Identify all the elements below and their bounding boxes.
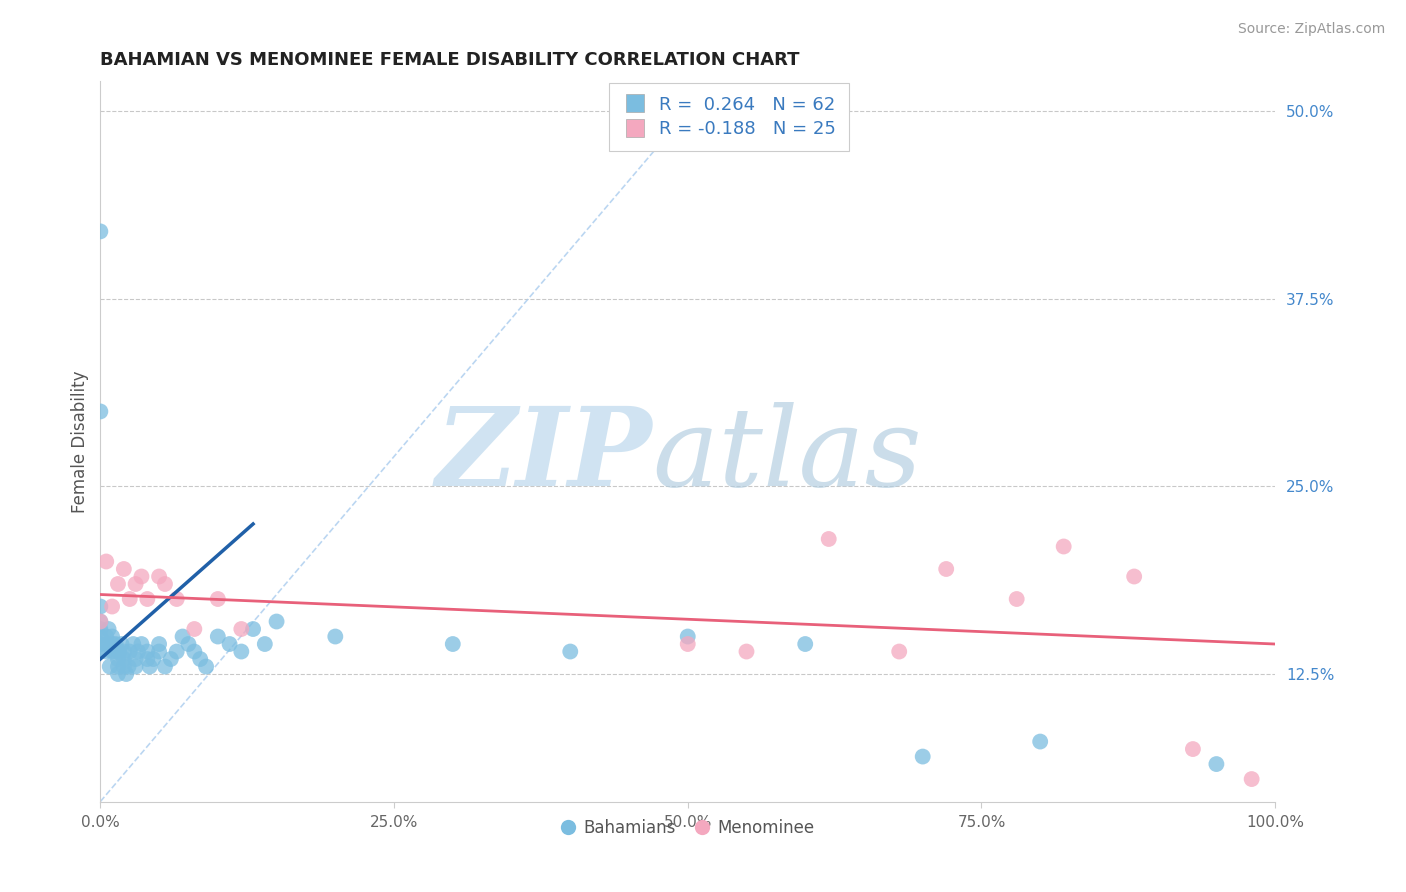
Point — [96, 637, 118, 651]
Point — [1181, 742, 1204, 756]
Point — [253, 637, 276, 651]
Point — [107, 659, 129, 673]
Point — [118, 644, 141, 658]
Point — [188, 652, 211, 666]
Point — [177, 637, 200, 651]
Y-axis label: Female Disability: Female Disability — [72, 370, 89, 513]
Point — [117, 659, 139, 673]
Point — [136, 652, 159, 666]
Point — [131, 569, 153, 583]
Point — [138, 659, 160, 673]
Point — [96, 644, 118, 658]
Point — [101, 644, 124, 658]
Point — [112, 644, 135, 658]
Point — [98, 659, 121, 673]
Point — [153, 659, 176, 673]
Point — [122, 637, 145, 651]
Point — [89, 622, 111, 636]
Point — [153, 577, 176, 591]
Point — [89, 630, 111, 644]
Point — [889, 644, 911, 658]
Point — [1123, 569, 1146, 583]
Point — [1005, 592, 1028, 607]
Point — [1205, 757, 1227, 772]
Point — [166, 592, 188, 607]
Point — [207, 630, 229, 644]
Point — [266, 615, 288, 629]
Point — [96, 554, 118, 568]
Point — [127, 644, 149, 658]
Point — [207, 592, 229, 607]
Text: ZIP: ZIP — [436, 402, 652, 509]
Point — [160, 652, 183, 666]
Point — [560, 644, 582, 658]
Point — [104, 637, 127, 651]
Text: BAHAMIAN VS MENOMINEE FEMALE DISABILITY CORRELATION CHART: BAHAMIAN VS MENOMINEE FEMALE DISABILITY … — [100, 51, 800, 69]
Point — [676, 637, 699, 651]
Point — [1240, 772, 1263, 786]
Point — [118, 592, 141, 607]
Point — [935, 562, 957, 576]
Point — [89, 599, 111, 614]
Point — [89, 404, 111, 418]
Point — [112, 562, 135, 576]
Point — [115, 667, 138, 681]
Point — [131, 637, 153, 651]
Point — [911, 749, 934, 764]
Point — [183, 622, 205, 636]
Text: atlas: atlas — [652, 402, 922, 509]
Point — [124, 652, 146, 666]
Point — [142, 652, 165, 666]
Point — [110, 637, 132, 651]
Point — [1053, 540, 1076, 554]
Point — [107, 667, 129, 681]
Point — [183, 644, 205, 658]
Point — [148, 569, 170, 583]
Point — [101, 630, 124, 644]
Point — [136, 644, 159, 658]
Point — [108, 644, 131, 658]
Point — [794, 637, 817, 651]
Point — [112, 659, 135, 673]
Point — [89, 637, 111, 651]
Point — [242, 622, 264, 636]
Point — [124, 577, 146, 591]
Point — [1029, 734, 1052, 748]
Point — [101, 637, 124, 651]
Point — [89, 615, 111, 629]
Point — [103, 644, 125, 658]
Point — [89, 615, 111, 629]
Point — [218, 637, 240, 651]
Point — [97, 622, 120, 636]
Point — [172, 630, 194, 644]
Point — [124, 659, 146, 673]
Text: Source: ZipAtlas.com: Source: ZipAtlas.com — [1237, 22, 1385, 37]
Point — [231, 644, 253, 658]
Point — [107, 577, 129, 591]
Point — [166, 644, 188, 658]
Point — [148, 637, 170, 651]
Point — [231, 622, 253, 636]
Point — [195, 659, 218, 673]
Point — [148, 644, 170, 658]
Point — [107, 652, 129, 666]
Legend: Bahamians, Menominee: Bahamians, Menominee — [554, 813, 821, 844]
Point — [817, 532, 839, 546]
Point — [676, 630, 699, 644]
Point — [89, 224, 111, 238]
Point — [89, 644, 111, 658]
Point — [112, 652, 135, 666]
Point — [441, 637, 464, 651]
Point — [136, 592, 159, 607]
Point — [96, 630, 118, 644]
Point — [735, 644, 758, 658]
Point — [101, 599, 124, 614]
Point — [323, 630, 346, 644]
